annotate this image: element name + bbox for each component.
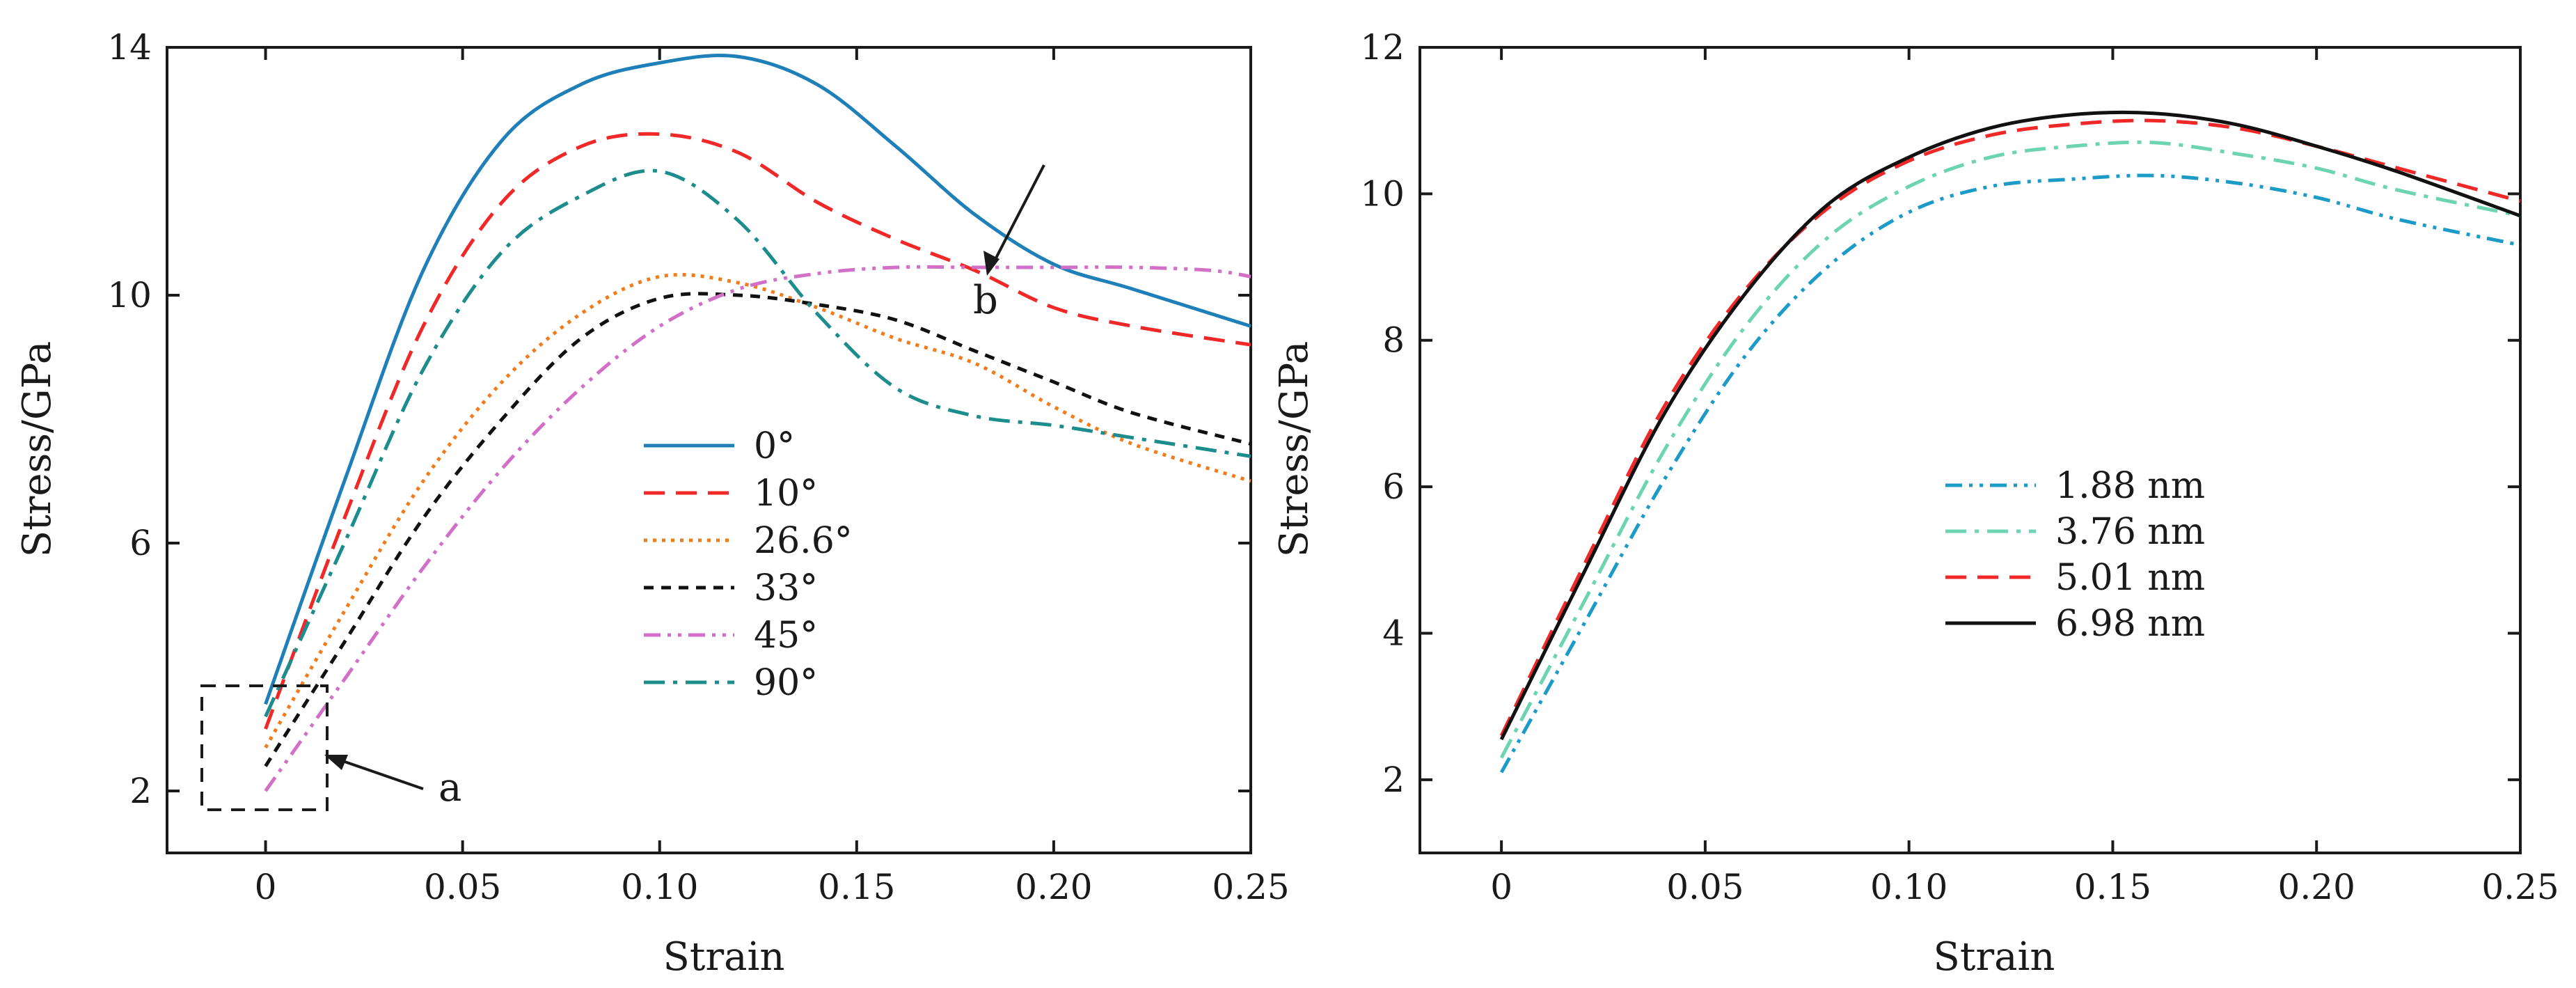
right-x-tick-label: 0.20 (2278, 867, 2355, 907)
left-series-group (264, 54, 1251, 792)
right-y-tick-label: 2 (1382, 760, 1405, 800)
right-y-tick-label: 4 (1382, 613, 1405, 653)
left-chart: 0 0.05 0.10 0.15 0.20 0.25 2 6 10 14 Strain Stres… (15, 27, 1290, 980)
right-plot-frame (1419, 46, 2522, 854)
left-x-axis-label: Strain (663, 934, 785, 980)
right-series-line-2 (1499, 140, 2521, 759)
left-y-axis-label: Stress/GPa (15, 341, 60, 557)
right-legend-label-4: 6.98 nm (2055, 603, 2205, 645)
right-y-tick-label: 6 (1382, 466, 1405, 507)
left-y-tick-label: 6 (129, 523, 152, 563)
right-ticks: 0 0.05 0.10 0.15 0.20 0.25 2 4 6 8 10 12 (1360, 27, 2559, 907)
annotation-b-arrowhead (983, 251, 999, 276)
right-x-tick-label: 0.10 (1870, 867, 1947, 907)
annotation-a-label: a (438, 765, 461, 810)
left-legend-label-5: 45° (754, 615, 818, 657)
left-legend-label-1: 0° (754, 425, 795, 467)
right-legend-label-1: 1.88 nm (2055, 465, 2205, 507)
annotation-a-box (200, 684, 329, 811)
right-series-line-1 (1499, 173, 2521, 774)
right-y-tick-label: 8 (1382, 320, 1405, 361)
annotation-b-label: b (973, 278, 998, 323)
left-x-tick-label: 0 (255, 867, 277, 907)
right-chart: 0 0.05 0.10 0.15 0.20 0.25 2 4 6 8 10 12 Strain Str… (1272, 27, 2559, 980)
left-series-line-5 (264, 265, 1251, 792)
right-x-tick-label: 0.05 (1666, 867, 1744, 907)
annotation-b-arrow (989, 164, 1045, 269)
right-x-tick-label: 0.15 (2074, 867, 2151, 907)
right-x-tick-label: 0 (1490, 867, 1512, 907)
right-legend: 1.88 nm3.76 nm5.01 nm6.98 nm (1945, 465, 2205, 645)
left-y-tick-label: 2 (129, 771, 152, 811)
left-x-tick-label: 0.20 (1015, 867, 1092, 907)
left-series-line-4 (264, 292, 1251, 767)
right-legend-label-2: 3.76 nm (2055, 511, 2205, 553)
right-series-line-4 (1499, 110, 2521, 741)
right-series-group (1499, 110, 2521, 774)
annotation-a-arrowhead (324, 755, 348, 770)
right-x-axis-label: Strain (1934, 934, 2055, 980)
right-y-axis-label: Stress/GPa (1272, 341, 1317, 557)
right-legend-label-3: 5.01 nm (2055, 557, 2205, 599)
left-plot-frame (166, 46, 1252, 854)
left-x-tick-label: 0.05 (424, 867, 501, 907)
left-x-tick-label: 0.10 (621, 867, 698, 907)
right-y-tick-label: 10 (1360, 173, 1405, 214)
left-legend-label-6: 90° (754, 662, 818, 704)
left-ticks: 0 0.05 0.10 0.15 0.20 0.25 2 6 10 14 (107, 27, 1289, 907)
left-y-tick-label: 10 (107, 275, 152, 315)
left-y-tick-label: 14 (107, 27, 152, 68)
left-x-tick-label: 0.15 (818, 867, 895, 907)
right-y-tick-label: 12 (1360, 27, 1405, 68)
right-x-tick-label: 0.25 (2481, 867, 2559, 907)
left-series-line-1 (264, 54, 1251, 705)
left-legend-label-2: 10° (754, 473, 818, 515)
left-series-line-2 (264, 132, 1251, 730)
annotation-a-arrow (330, 755, 424, 790)
left-x-tick-label: 0.25 (1212, 867, 1289, 907)
left-legend-label-3: 26.6° (754, 520, 853, 562)
left-legend-label-4: 33° (754, 567, 818, 609)
left-legend: 0° 10° 26.6° 33° 45° 90° (644, 425, 853, 704)
left-series-line-6 (264, 168, 1251, 718)
